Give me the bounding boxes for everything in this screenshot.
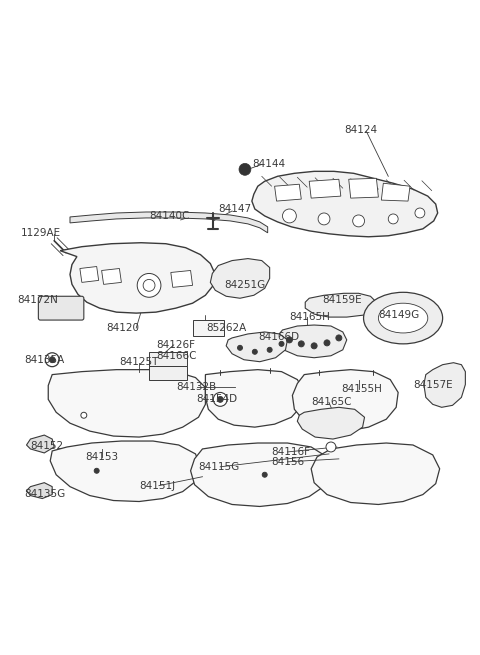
Text: 84125T: 84125T [120,357,159,367]
Bar [149,365,187,379]
FancyBboxPatch shape [38,296,84,320]
Text: 84172N: 84172N [18,295,59,305]
Circle shape [353,215,364,227]
Polygon shape [102,269,121,284]
Text: 84165H: 84165H [289,312,330,322]
Polygon shape [311,443,440,504]
Text: 84115G: 84115G [199,462,240,472]
Circle shape [336,335,342,341]
Text: 84153: 84153 [85,452,118,462]
Polygon shape [305,293,376,317]
Polygon shape [80,267,99,282]
Polygon shape [191,443,331,506]
Polygon shape [297,407,364,439]
Polygon shape [50,441,201,502]
Polygon shape [70,212,268,233]
Text: 84135G: 84135G [24,489,66,498]
Circle shape [213,392,227,406]
Text: 84147: 84147 [218,204,252,214]
Circle shape [415,208,425,218]
Polygon shape [26,483,52,498]
Text: 85262A: 85262A [206,323,247,333]
Circle shape [279,341,284,346]
Text: 84156: 84156 [272,457,305,467]
Ellipse shape [363,292,443,344]
Polygon shape [226,332,288,362]
Polygon shape [252,172,438,236]
Circle shape [81,412,87,419]
Text: 84151J: 84151J [139,481,175,491]
Text: 84144: 84144 [252,159,285,170]
Text: 84251G: 84251G [224,280,265,290]
Circle shape [388,214,398,224]
Polygon shape [349,178,378,198]
Polygon shape [309,179,341,198]
Text: 84135A: 84135A [24,355,65,365]
Text: 84120: 84120 [107,323,140,333]
Text: 84157E: 84157E [413,379,453,390]
Polygon shape [277,325,347,358]
Bar [192,320,224,336]
Polygon shape [171,271,192,288]
Text: 84124: 84124 [344,124,377,135]
Ellipse shape [378,303,428,333]
Text: 84166D: 84166D [258,332,299,342]
Text: 1129AE: 1129AE [21,228,60,238]
Text: 84154D: 84154D [196,394,238,404]
Text: 84126F: 84126F [156,340,195,350]
Polygon shape [292,369,398,431]
Circle shape [318,213,330,225]
Text: 84165C: 84165C [311,398,352,407]
Circle shape [143,280,155,291]
Polygon shape [205,369,304,427]
Circle shape [238,345,242,350]
Text: 84166C: 84166C [156,351,196,361]
Polygon shape [210,259,270,298]
Text: 84159E: 84159E [322,295,361,305]
Circle shape [262,472,267,477]
Polygon shape [26,435,54,453]
Circle shape [45,353,59,367]
Polygon shape [275,184,301,201]
Polygon shape [424,363,466,407]
Circle shape [311,343,317,349]
Circle shape [326,442,336,452]
Text: 84132B: 84132B [177,383,217,392]
Circle shape [239,163,251,176]
Polygon shape [60,243,216,313]
Circle shape [267,347,272,352]
Circle shape [137,273,161,297]
Bar [149,352,187,365]
Text: 84149G: 84149G [378,310,420,320]
Polygon shape [48,369,205,437]
Text: 84152: 84152 [30,441,63,451]
Text: 84116F: 84116F [272,447,311,457]
Circle shape [287,337,292,343]
Circle shape [217,396,223,402]
Circle shape [298,341,304,347]
Text: 84155H: 84155H [341,384,382,394]
Polygon shape [381,183,410,201]
Text: 84140C: 84140C [149,211,190,221]
Circle shape [252,349,257,354]
Circle shape [324,340,330,346]
Circle shape [49,357,55,363]
Circle shape [94,468,99,474]
Circle shape [283,209,296,223]
